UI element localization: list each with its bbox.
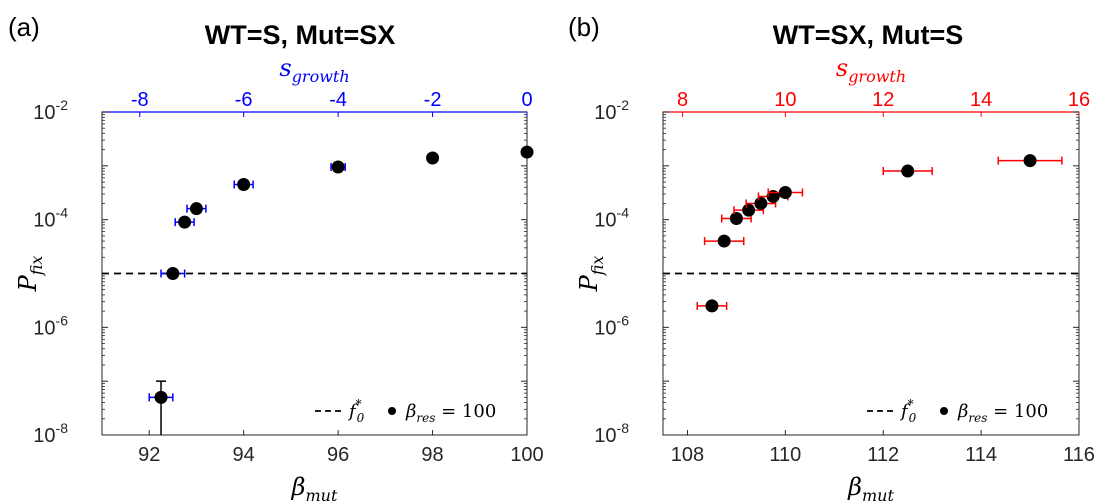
top-tick-label: 12 [872,89,894,111]
x-tick-label: 96 [327,444,349,466]
data-point [1023,154,1037,168]
data-point [178,215,192,229]
x-axis-label: βmut [847,473,894,501]
data-point [901,164,915,178]
legend-label-f0: f* 0 [347,397,365,425]
data-point [154,390,168,404]
x-tick-label: 98 [421,444,443,466]
panel-b: (b) WT=SX, Mut=S 108 110 112 114 116 8 10 12 14 16 1… [568,12,1095,501]
data-point [166,267,180,280]
panel-a: (a) WT=S, Mut=SX 92 94 96 98 100 -8 -6 -4 -2 0 10-8 1… [8,12,544,501]
top-tick-label: 16 [1068,89,1090,111]
top-axis-label: sgrowth [279,54,349,86]
y-tick-label: 10-4 [33,205,68,232]
legend-marker-swatch [388,407,396,415]
x-axis-label: βmut [291,473,338,501]
y-tick-label: 10-2 [33,97,68,124]
y-tick-label: 10-8 [33,420,68,447]
data-point [237,178,251,192]
legend-marker-swatch [940,407,948,415]
x-tick-label: 92 [138,444,160,466]
x-tick-label: 116 [1063,444,1095,466]
y-tick-label: 10-4 [594,205,629,232]
top-tick-label: -4 [329,89,347,111]
x-tick-label: 114 [965,444,997,466]
x-tick-label: 100 [510,444,543,466]
legend-label-f0: f* 0 [899,397,917,425]
y-tick-label: 10-6 [594,312,629,339]
top-axis-label: sgrowth [836,54,906,86]
chart-title: WT=S, Mut=SX [205,20,396,50]
top-tick-label: -2 [424,89,442,111]
y-tick-label: 10-2 [594,97,629,124]
y-tick-label: 10-6 [33,312,68,339]
data-point [705,299,719,313]
legend-label-beta-res: βres = 100 [405,401,496,425]
x-tick-label: 112 [867,444,899,466]
x-tick-label: 108 [671,444,704,466]
legend-label-beta-res: βres = 100 [957,401,1048,425]
top-tick-label: 14 [970,89,992,111]
data-point [729,212,743,226]
top-tick-label: 8 [677,89,688,111]
y-axis-label: Pfix [14,256,46,293]
data-point [426,151,440,165]
top-tick-label: 0 [521,89,532,111]
chart-title: WT=SX, Mut=S [773,20,964,50]
top-tick-label: 10 [774,89,796,111]
data-point [331,160,345,174]
top-tick-label: -6 [235,89,253,111]
x-tick-label: 110 [769,444,801,466]
data-point [717,234,731,248]
y-axis-label: Pfix [575,256,607,293]
panel-label: (a) [8,12,40,42]
x-tick-label: 94 [233,444,255,466]
legend: f* 0 βres = 100 [315,397,496,425]
legend: f* 0 βres = 100 [867,397,1048,425]
data-point [778,185,792,199]
y-tick-label: 10-8 [594,420,629,447]
data-point [742,203,756,217]
data-point [520,145,534,159]
panel-label: (b) [568,12,600,42]
data-point [754,196,768,210]
top-tick-label: -8 [131,89,149,111]
data-point [189,202,203,216]
